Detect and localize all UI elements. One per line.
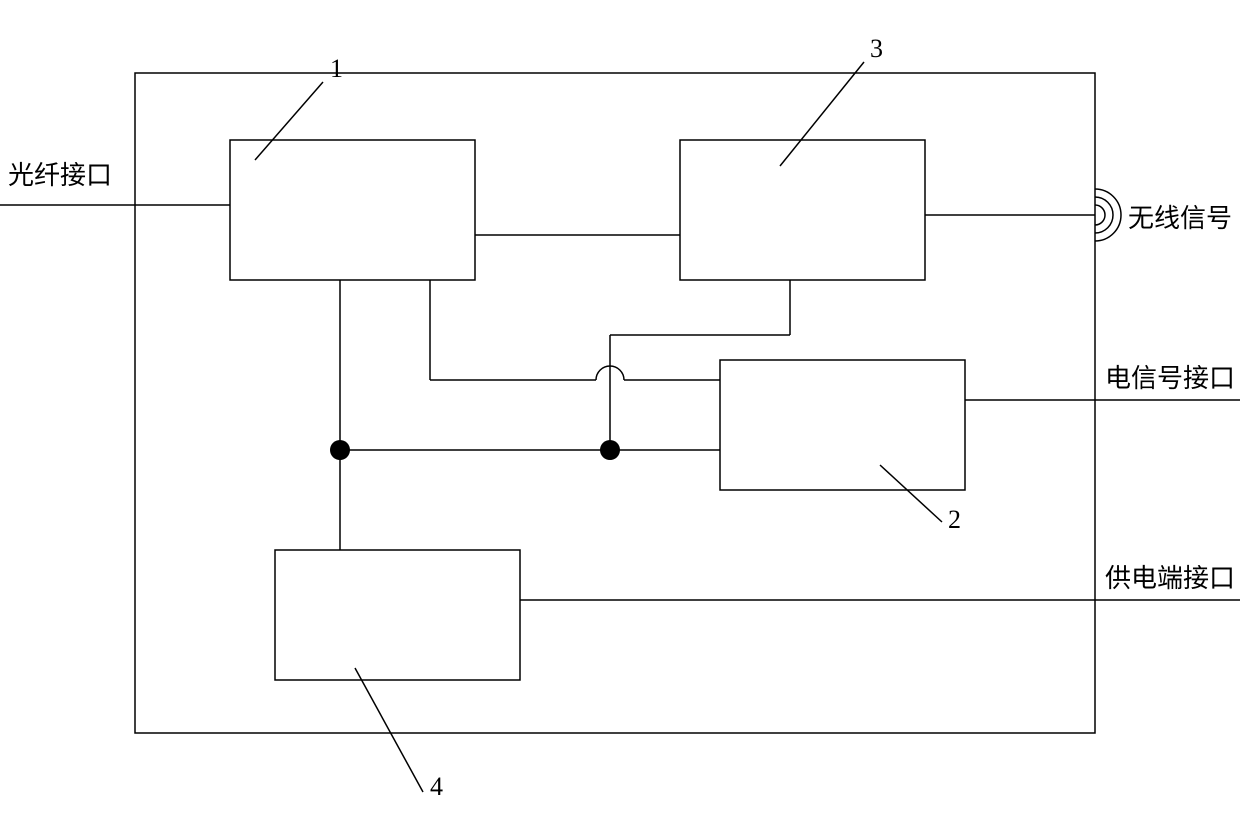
box-3 — [680, 140, 925, 280]
label-wireless-signal: 无线信号 — [1128, 198, 1232, 235]
label-box-4: 4 — [430, 772, 443, 802]
label-power-port: 供电端接口 — [1105, 558, 1235, 595]
wireless-icon — [1095, 205, 1105, 225]
leader-3 — [780, 62, 864, 166]
box-1 — [230, 140, 475, 280]
diagram-svg — [0, 0, 1240, 839]
leader-1 — [255, 82, 323, 160]
leader-4 — [355, 668, 423, 792]
label-fiber-port: 光纤接口 — [8, 155, 112, 192]
junction-dot — [600, 440, 620, 460]
leader-2 — [880, 465, 942, 522]
junction-dot — [330, 440, 350, 460]
diagram-root: 光纤接口 无线信号 电信号接口 供电端接口 1 3 2 4 — [0, 0, 1240, 839]
label-box-1: 1 — [330, 54, 343, 84]
outer-enclosure — [135, 73, 1095, 733]
wireless-icon — [1095, 197, 1113, 233]
box-2 — [720, 360, 965, 490]
label-box-2: 2 — [948, 505, 961, 535]
label-electrical-port: 电信号接口 — [1105, 358, 1235, 395]
box-4 — [275, 550, 520, 680]
label-box-3: 3 — [870, 34, 883, 64]
